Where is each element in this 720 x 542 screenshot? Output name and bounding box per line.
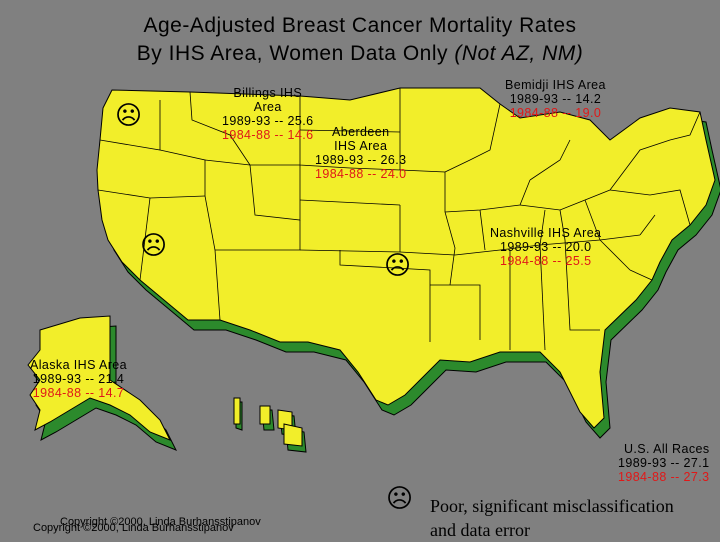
legend-line2: and data error (430, 520, 530, 540)
legend-line1: Poor, significant misclassification (430, 496, 674, 516)
alaska-name1: Alaska IHS Area (30, 358, 128, 372)
copyright-text: Copyright ©2000, Linda Burhansstipanov (60, 516, 261, 528)
nashville-name1: Nashville IHS Area (490, 226, 602, 240)
frown-icon-oklahoma: ☹ (384, 251, 412, 281)
billings-rate-1984: 1984-88 -- 14.6 (222, 128, 314, 142)
mainland-us (96, 87, 716, 429)
bemidji-rate-1984: 1984-88 -- 19.0 (509, 106, 602, 120)
frown-icon-billings: ☹ (115, 101, 143, 131)
billings-label: Billings IHS Area 1989-93 -- 25.6 1984-8… (222, 86, 313, 142)
aberdeen-name2: IHS Area (334, 139, 388, 153)
alaska (27, 315, 172, 441)
map-title-line2-italic: (Not AZ, NM) (454, 42, 584, 65)
us-rate-1984: 1984-88 -- 27.3 (618, 470, 710, 484)
aberdeen-rate-1989: 1989-93 -- 26.3 (315, 153, 407, 167)
billings-name1: Billings IHS (233, 86, 303, 100)
bemidji-name1: Bemidji IHS Area (505, 78, 606, 92)
aberdeen-name1: Aberdeen (332, 125, 390, 139)
alaska-label: Alaska IHS Area 1989-93 -- 21.4 1984-88 … (30, 358, 127, 400)
nashville-rate-1989: 1989-93 -- 20.0 (499, 240, 592, 254)
hawaii (233, 397, 307, 453)
nashville-label: Nashville IHS Area 1989-93 -- 20.0 1984-… (490, 226, 601, 268)
legend: Poor, significant misclassification and … (430, 494, 674, 542)
map-title-line1: Age-Adjusted Breast Cancer Mortality Rat… (143, 14, 577, 37)
map-title-line2: By IHS Area, Women Data Only (Not AZ, NM… (0, 42, 720, 66)
billings-rate-1989: 1989-93 -- 25.6 (222, 114, 314, 128)
us-name1: U.S. All Races (623, 442, 710, 456)
us-all-races-label: U.S. All Races 1989-93 -- 27.1 1984-88 -… (618, 442, 709, 484)
aberdeen-rate-1984: 1984-88 -- 24.0 (315, 167, 407, 181)
billings-name2: Area (253, 100, 282, 114)
copyright-text-shadow: Copyright ©2000, Linda Burhansstipanov (33, 522, 234, 534)
bemidji-rate-1989: 1989-93 -- 14.2 (509, 92, 602, 106)
alaska-rate-1989: 1989-93 -- 21.4 (32, 372, 125, 386)
map-title-line2-main: By IHS Area, Women Data Only (136, 42, 455, 65)
state-borders (97, 88, 701, 351)
frown-icon-legend: ☹ (386, 484, 414, 514)
us-rate-1989: 1989-93 -- 27.1 (618, 456, 710, 470)
alaska-rate-1984: 1984-88 -- 14.7 (32, 386, 125, 400)
aberdeen-label: Aberdeen IHS Area 1989-93 -- 26.3 1984-8… (315, 125, 406, 181)
nashville-rate-1984: 1984-88 -- 25.5 (499, 254, 592, 268)
frown-icon-west: ☹ (140, 231, 168, 261)
bemidji-label: Bemidji IHS Area 1989-93 -- 14.2 1984-88… (505, 78, 606, 120)
